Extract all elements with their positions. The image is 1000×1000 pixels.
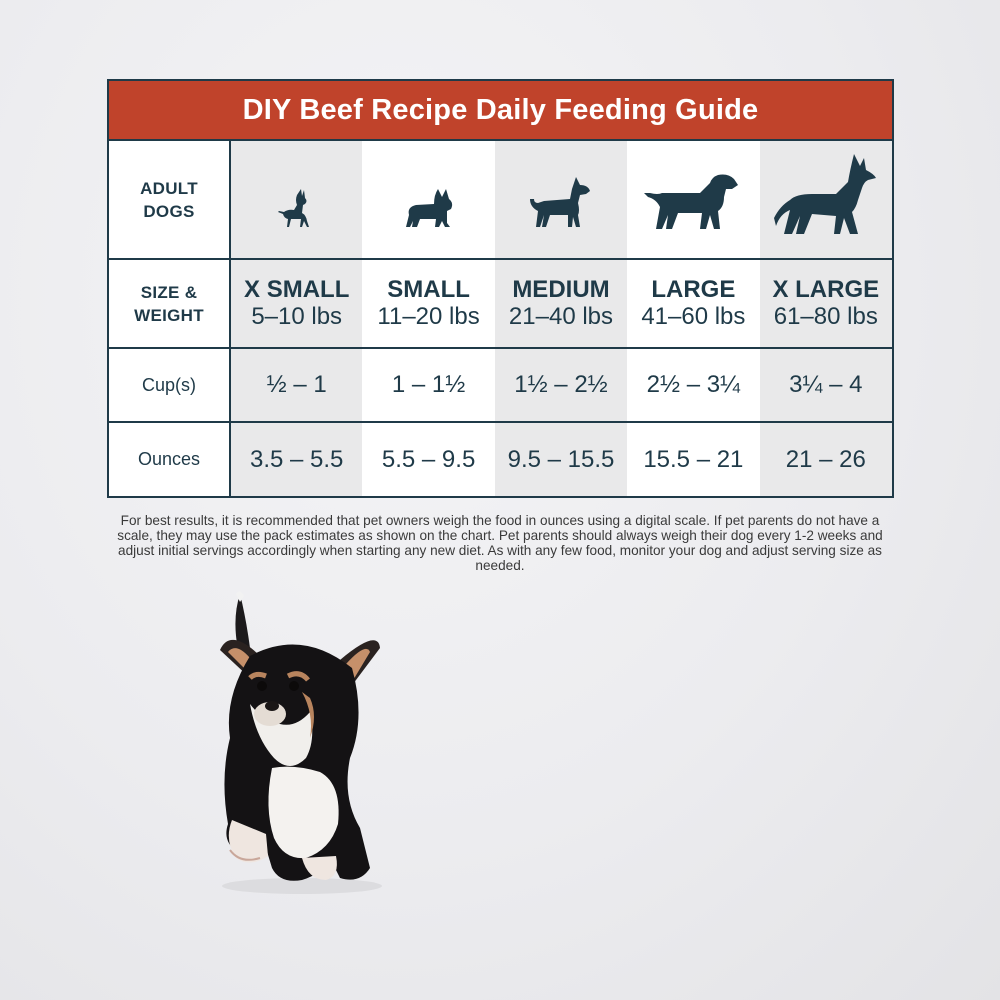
size-weight: 11–20 lbs [377,302,480,330]
row-label-line: DOGS [143,201,195,221]
size-cell: X LARGE 61–80 lbs [759,259,892,349]
size-weight: 5–10 lbs [251,302,343,330]
feeding-note: For best results, it is recommended that… [117,513,883,573]
ounces-cell: 15.5 – 21 [627,422,760,496]
size-name: SMALL [387,275,470,303]
size-cell: MEDIUM 21–40 lbs [494,259,628,349]
feeding-table: ADULT DOGS [109,141,892,496]
table-row-cups: Cup(s) ½ – 1 1 – 1½ 1½ – 2½ 2½ – 3¼ 3¼ –… [109,348,892,423]
ounces-cell: 3.5 – 5.5 [230,422,363,496]
table-row-size: SIZE & WEIGHT X SMALL 5–10 lbs SMALL 11–… [109,259,892,349]
size-name: LARGE [651,275,736,303]
size-weight: 21–40 lbs [508,302,614,330]
size-name: X LARGE [772,275,880,303]
table-row-dogs: ADULT DOGS [109,141,892,260]
dog-cell-small [362,141,495,260]
size-name: X SMALL [244,275,350,303]
cups-cell: 2½ – 3¼ [627,348,760,423]
corgi-puppy-photo [220,591,382,894]
size-cell: LARGE 41–60 lbs [627,259,760,349]
ounces-cell: 9.5 – 15.5 [494,422,628,496]
row-label-ounces: Ounces [109,422,231,496]
row-label-cups: Cup(s) [109,348,231,423]
size-weight: 41–60 lbs [641,302,746,330]
cups-cell: 1½ – 2½ [494,348,628,423]
size-weight: 61–80 lbs [773,302,878,330]
table-row-ounces: Ounces 3.5 – 5.5 5.5 – 9.5 9.5 – 15.5 15… [109,422,892,496]
cups-cell: 1 – 1½ [362,348,495,423]
dog-cell-xlarge [759,141,892,260]
guide-title: DIY Beef Recipe Daily Feeding Guide [109,81,892,141]
ounces-cell: 5.5 – 9.5 [362,422,495,496]
ounces-cell: 21 – 26 [759,422,892,496]
row-label-line: SIZE & [140,282,198,302]
row-label-adult-dogs: ADULT DOGS [109,141,231,260]
shepherd-icon [773,153,876,234]
cups-cell: ½ – 1 [230,348,363,423]
size-cell: SMALL 11–20 lbs [362,259,495,349]
chihuahua-icon [277,188,309,227]
row-label-line: ADULT [140,178,198,198]
dog-cell-xsmall [230,141,363,260]
cups-cell: 3¼ – 4 [759,348,892,423]
row-label-size-weight: SIZE & WEIGHT [109,259,231,349]
dog-cell-large [627,141,760,260]
feeding-guide-table: DIY Beef Recipe Daily Feeding Guide ADUL… [107,79,894,498]
terrier-icon [529,176,590,227]
size-cell: X SMALL 5–10 lbs [230,259,363,349]
retriever-icon [644,174,739,229]
dog-cell-medium [494,141,628,260]
size-name: MEDIUM [512,275,610,303]
french-bulldog-icon [405,188,452,227]
row-label-line: WEIGHT [134,305,204,325]
